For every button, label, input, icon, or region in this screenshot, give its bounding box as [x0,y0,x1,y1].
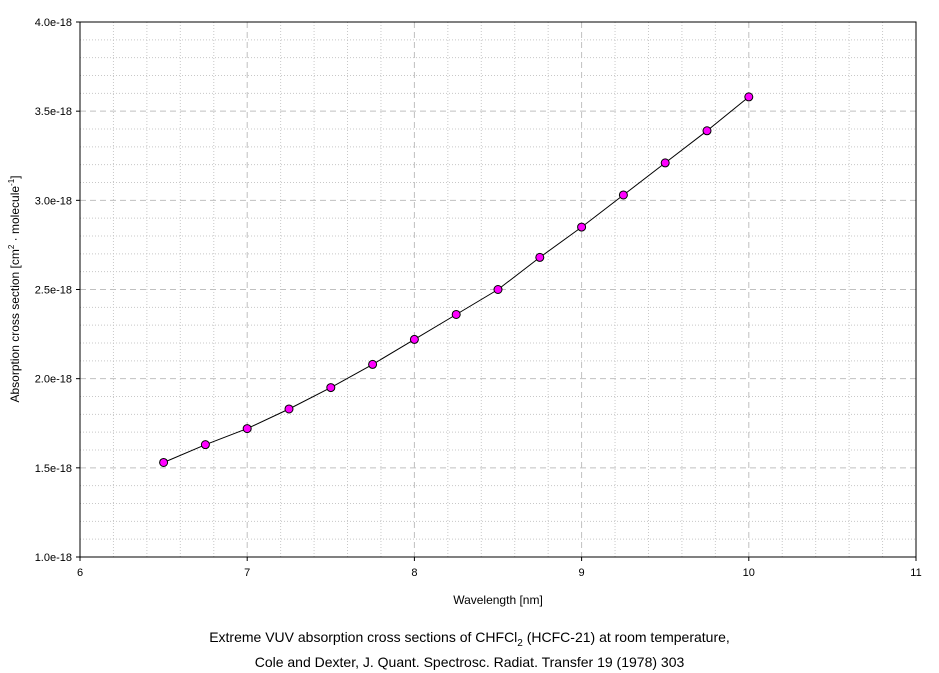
x-axis-label: Wavelength [nm] [453,593,543,607]
data-point [577,222,587,232]
y-tick-label: 3.0e-18 [35,195,72,207]
x-tick-label: 11 [910,567,921,579]
x-tick-label: 7 [244,567,250,579]
data-point [326,383,336,393]
chart: 6 7 8 9 10 11 1.0e-18 1.5e-18 2.0e-18 2.5e-18 3.0… [7,17,922,607]
y-tick-label: 2.0e-18 [35,374,72,386]
y-tick-label: 4.0e-18 [35,17,72,29]
data-point [159,457,169,467]
data-point [200,440,210,450]
x-tick-label: 8 [411,567,417,579]
x-tick-label: 9 [579,567,585,579]
data-point [451,309,461,319]
y-axis-ticks: 1.0e-18 1.5e-18 2.0e-18 2.5e-18 3.0e-18 3.5e-… [35,17,80,564]
data-point [368,359,378,369]
data-point [242,424,252,434]
data-point [744,92,754,102]
major-grid [80,22,916,557]
data-point [618,190,628,200]
series-line [163,96,750,463]
data-series [159,92,754,467]
y-tick-label: 3.5e-18 [35,106,72,118]
caption-line-1: Extreme VUV absorption cross sections of… [209,629,730,649]
data-point [284,404,294,414]
y-axis-label: Absorption cross section [cm2 · molecule… [7,175,22,402]
data-point [409,334,419,344]
x-tick-label: 10 [743,567,755,579]
x-tick-label: 6 [77,567,83,579]
data-point [535,252,545,262]
data-point [660,158,670,168]
y-tick-label: 2.5e-18 [35,285,72,297]
x-axis-ticks: 6 7 8 9 10 11 [77,557,922,579]
y-tick-label: 1.5e-18 [35,463,72,475]
y-tick-label: 1.0e-18 [35,552,72,564]
data-point [493,285,503,294]
caption-line-2: Cole and Dexter, J. Quant. Spectrosc. Ra… [254,654,685,670]
data-point [702,126,712,136]
